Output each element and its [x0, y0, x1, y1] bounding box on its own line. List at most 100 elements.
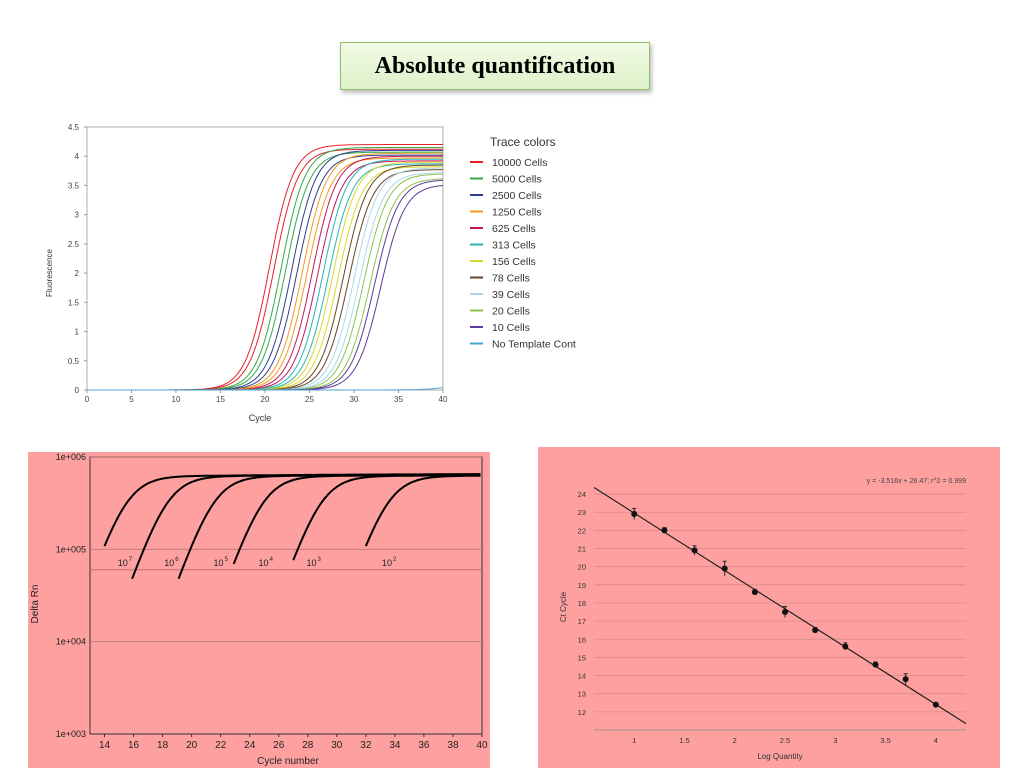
dilution-label: 10: [259, 558, 269, 568]
y-tick-label: 1.5: [68, 298, 80, 307]
data-point: [932, 701, 939, 708]
y-tick-label: 3.5: [68, 181, 80, 190]
y-tick-label: 20: [578, 563, 586, 572]
data-point: [751, 589, 758, 596]
data-point: [872, 661, 879, 668]
amplification-curve-9: [87, 172, 443, 391]
chart-background: [28, 452, 490, 768]
amplification-curve-8: [87, 169, 443, 391]
x-tick-label: 15: [216, 395, 225, 404]
amplification-curve-9: [87, 167, 444, 391]
y-tick-label: 16: [578, 635, 586, 644]
data-point: [842, 643, 849, 650]
legend-entry: 10000 Cells: [492, 157, 547, 169]
x-tick-label: 28: [302, 740, 314, 751]
dilution-label: 10: [306, 558, 316, 568]
dilution-exponent: 2: [393, 557, 397, 563]
amplification-curve-6: [87, 163, 443, 391]
y-tick-label: 2: [75, 269, 80, 278]
data-point: [812, 627, 819, 634]
curve-no-template-control: [87, 387, 444, 391]
x-tick-label: 2.5: [780, 736, 790, 745]
delta-rn-curve-6: [364, 474, 481, 547]
x-tick-label: 25: [305, 395, 314, 404]
dilution-label: 10: [164, 558, 174, 568]
legend-entry: 156 Cells: [492, 256, 536, 268]
amplification-curve-5: [87, 155, 443, 391]
x-tick-label: 32: [360, 740, 372, 751]
y-tick-label: 18: [578, 599, 586, 608]
x-tick-label: 34: [389, 740, 401, 751]
x-tick-label: 22: [215, 740, 227, 751]
x-tick-label: 10: [172, 395, 181, 404]
amplification-curve-5: [87, 160, 443, 391]
y-axis-label: Ct Cycle: [559, 591, 568, 622]
legend-entry: No Template Cont: [492, 339, 576, 351]
dilution-label: 10: [214, 558, 224, 568]
y-tick-label: 4.5: [68, 123, 80, 132]
x-tick-label: 1: [632, 736, 636, 745]
x-axis-label: Cycle: [249, 413, 272, 423]
x-tick-label: 20: [186, 740, 198, 751]
regression-line: [593, 487, 967, 725]
legend-entry: 10 Cells: [492, 322, 530, 334]
y-axis-label: Delta Rn: [30, 585, 41, 624]
data-point: [631, 511, 638, 518]
y-tick-label: 19: [578, 581, 586, 590]
y-tick-label: 2.5: [68, 240, 80, 249]
x-tick-label: 40: [439, 395, 448, 404]
y-tick-label: 24: [578, 490, 586, 499]
y-tick-label: 0: [75, 386, 80, 395]
y-tick-label: 1: [75, 328, 80, 337]
amplification-curve-7: [87, 166, 443, 391]
plot-frame: [86, 126, 444, 391]
amplification-curve-6: [87, 158, 443, 391]
legend-entry: 39 Cells: [492, 289, 530, 301]
amplification-curve-10: [87, 178, 444, 391]
x-tick-label: 35: [394, 395, 403, 404]
x-tick-label: 30: [350, 395, 359, 404]
x-tick-label: 20: [261, 395, 270, 404]
legend-entry: 78 Cells: [492, 273, 530, 285]
legend-entry: 1250 Cells: [492, 207, 542, 219]
x-tick-label: 0: [85, 395, 90, 404]
dilution-label: 10: [118, 558, 128, 568]
data-point: [782, 609, 789, 616]
y-tick-label: 22: [578, 526, 586, 535]
legend-entry: 625 Cells: [492, 223, 536, 235]
legend-entry: 313 Cells: [492, 240, 536, 252]
amplification-curve-3: [87, 154, 443, 391]
y-tick-label: 15: [578, 653, 586, 662]
x-tick-label: 26: [273, 740, 285, 751]
y-tick-label: 23: [578, 508, 586, 517]
x-tick-label: 2: [733, 736, 737, 745]
x-tick-label: 3.5: [880, 736, 890, 745]
amplification-curve-11: [87, 179, 444, 391]
dilution-exponent: 7: [129, 557, 133, 563]
dilution-exponent: 5: [225, 557, 229, 563]
legend-title: Trace colors: [490, 135, 556, 149]
amplification-curve-2: [87, 151, 443, 391]
dilution-label: 10: [382, 558, 392, 568]
y-tick-label: 3: [75, 211, 80, 220]
amplification-curve-8: [87, 164, 444, 391]
y-tick-label: 12: [578, 708, 586, 717]
x-tick-label: 1.5: [679, 736, 689, 745]
regression-equation: y = -3.516x + 26.47; r^2 = 0.999: [867, 478, 966, 485]
x-tick-label: 40: [476, 740, 488, 751]
slide-title: Absolute quantification: [374, 52, 616, 79]
y-tick-label: 0.5: [68, 357, 80, 366]
chart-background: [538, 447, 1000, 768]
y-tick-label: 1e+004: [56, 637, 86, 647]
amplification-curve-10: [87, 173, 443, 391]
y-tick-label: 17: [578, 617, 586, 626]
legend-entry: 2500 Cells: [492, 190, 542, 202]
dilution-exponent: 3: [317, 557, 321, 563]
x-tick-label: 38: [447, 740, 459, 751]
dilution-exponent: 6: [175, 557, 179, 563]
x-tick-label: 16: [128, 740, 140, 751]
x-tick-label: 5: [129, 395, 134, 404]
y-tick-label: 13: [578, 690, 586, 699]
legend-entry: 5000 Cells: [492, 174, 542, 186]
